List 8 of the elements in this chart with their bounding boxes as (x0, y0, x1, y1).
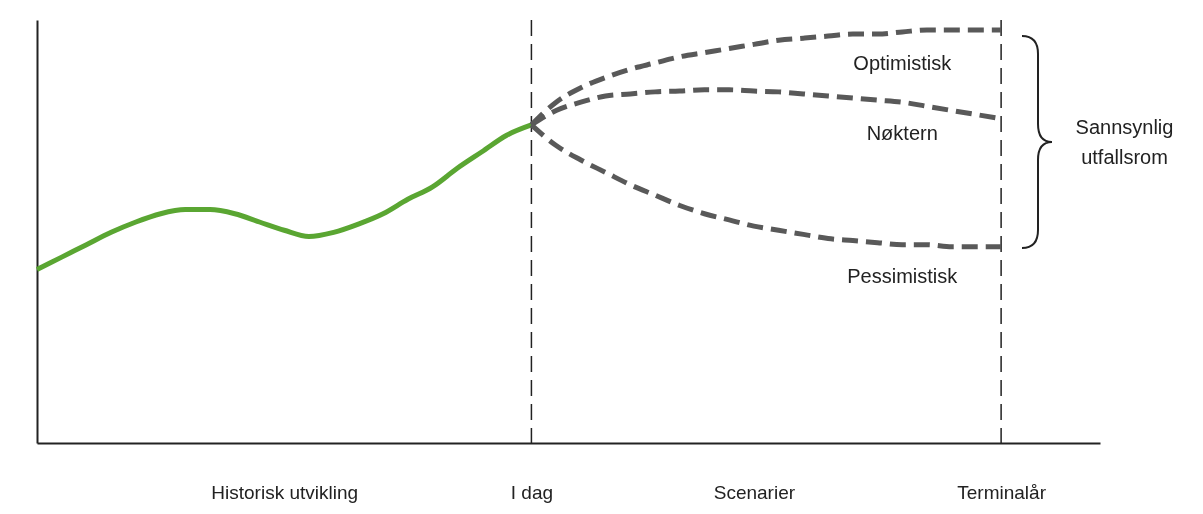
series-label: Pessimistisk (847, 264, 959, 287)
series-label: Optimistisk (853, 51, 953, 74)
x-tick-label: Historisk utvikling (211, 481, 359, 503)
text: Sannsynlig utfallsrom (1074, 115, 1175, 170)
x-tick-label: I dag (510, 481, 554, 503)
x-tick-label: Terminalår (957, 481, 1047, 503)
series-label: Nøktern (866, 122, 938, 145)
x-tick-label: Scenarier (713, 481, 796, 503)
